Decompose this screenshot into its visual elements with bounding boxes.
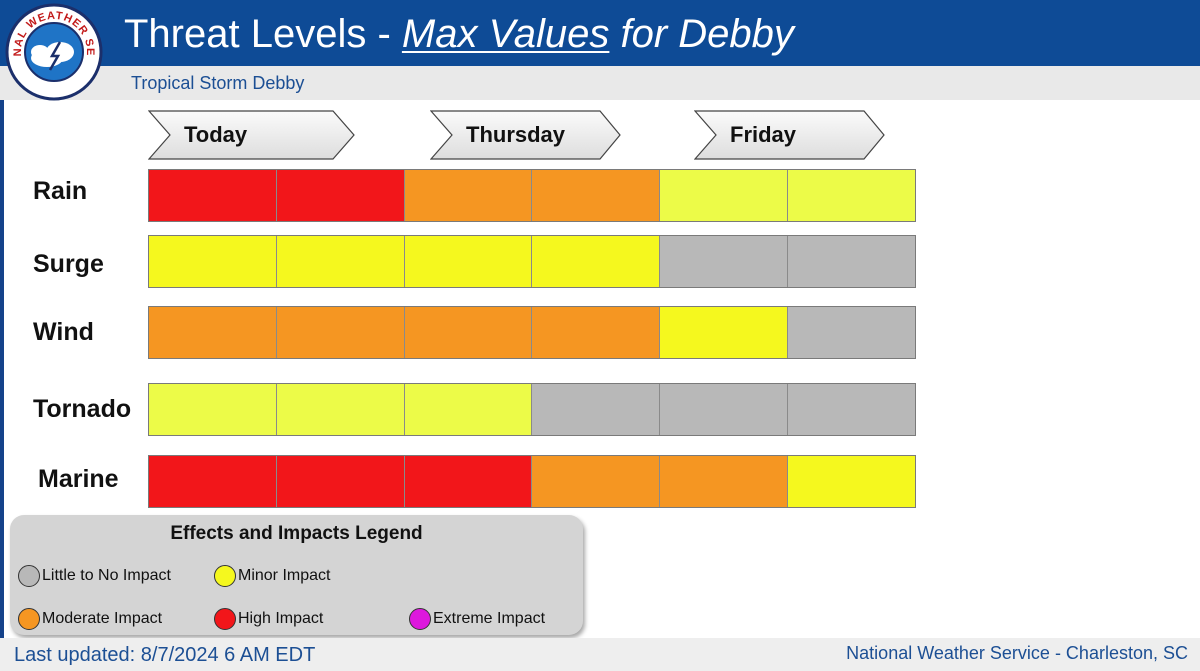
day-arrow-friday: Friday [694,110,902,160]
threat-cell [404,384,533,435]
threat-cell [149,384,277,435]
last-updated: Last updated: 8/7/2024 6 AM EDT [14,644,316,666]
row-label-tornado: Tornado [33,395,132,423]
impact-legend: Effects and Impacts Legend Little to No … [10,515,583,635]
day-arrow-thursday: Thursday [430,110,638,160]
threat-cell [149,307,277,358]
legend-dot [18,608,40,630]
threat-row-wind [148,306,916,359]
row-label-marine: Marine [38,465,119,493]
legend-item-high: High Impact [214,608,323,630]
legend-item-minor: Minor Impact [214,565,330,587]
threat-cell [404,307,533,358]
threat-cell [149,170,277,221]
threat-cell [532,456,661,507]
day-arrow-today: Today [148,110,356,160]
threat-cell [660,236,789,287]
row-label-rain: Rain [33,177,88,205]
threat-cell [788,384,915,435]
day-label-today: Today [184,122,248,147]
legend-dot [214,565,236,587]
nws-logo: NATIONAL WEATHER SERVICE [2,2,103,101]
threat-cell [404,170,533,221]
threat-cell [276,236,405,287]
legend-item-extreme: Extreme Impact [409,608,545,630]
threat-row-tornado [148,383,916,436]
storm-subtitle: Tropical Storm Debby [131,73,305,93]
threat-cell [532,170,661,221]
threat-cell [788,456,915,507]
threat-cell [149,236,277,287]
threat-row-surge [148,235,916,288]
subheader-bar [0,66,1200,100]
threat-cell [532,384,661,435]
row-label-wind: Wind [33,318,94,346]
office-credit: National Weather Service - Charleston, S… [846,643,1188,663]
threat-cell [660,384,789,435]
threat-cell [404,456,533,507]
row-label-surge: Surge [33,250,104,278]
header-bar [0,0,1200,66]
footer-bar [0,638,1200,671]
threat-cell [660,170,789,221]
threat-cell [532,307,661,358]
legend-dot [18,565,40,587]
day-label-thursday: Thursday [466,122,566,147]
threat-cell [404,236,533,287]
threat-cell [788,307,915,358]
threat-cell [788,170,915,221]
left-border [0,100,4,640]
threat-cell [532,236,661,287]
threat-cell [660,456,789,507]
threat-cell [660,307,789,358]
legend-title: Effects and Impacts Legend [170,523,423,544]
threat-row-marine [148,455,916,508]
threat-cell [276,307,405,358]
threat-cell [149,456,277,507]
threat-row-rain [148,169,916,222]
threat-cell [788,236,915,287]
threat-cell [276,456,405,507]
threat-cell [276,170,405,221]
page-title: Threat Levels - Max Values for Debby [124,12,794,56]
legend-item-none: Little to No Impact [18,565,171,587]
day-label-friday: Friday [730,122,797,147]
legend-dot [409,608,431,630]
legend-item-moderate: Moderate Impact [18,608,162,630]
legend-dot [214,608,236,630]
threat-cell [276,384,405,435]
